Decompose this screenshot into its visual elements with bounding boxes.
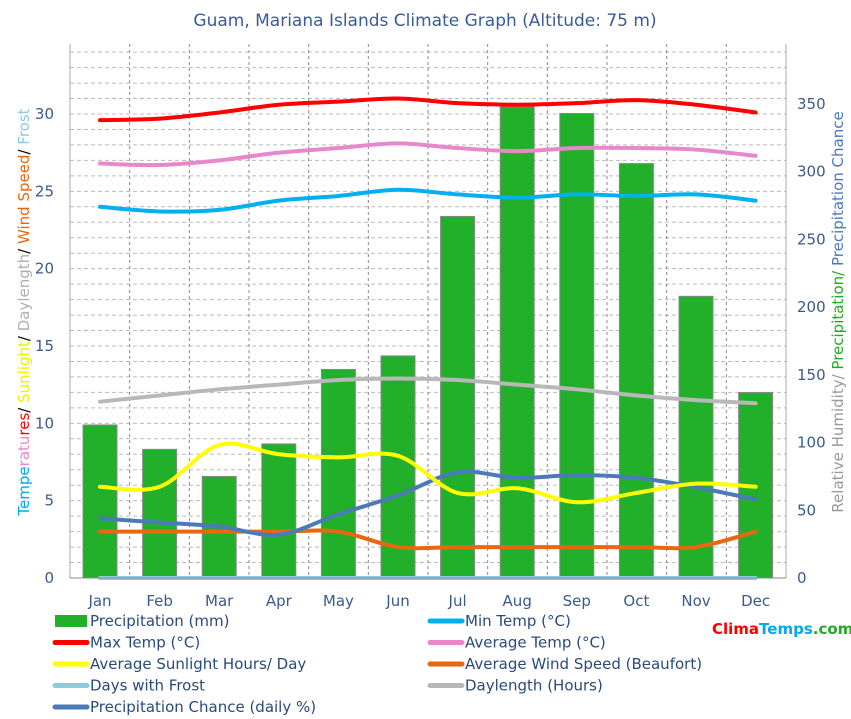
precipitation-bar: [261, 443, 297, 579]
x-tick-label: Feb: [146, 592, 173, 610]
right-tick-label: 200: [797, 298, 826, 316]
right-tick-label: 300: [797, 163, 826, 181]
left-axis-label-part: /: [15, 145, 33, 155]
precipitation-bar: [380, 355, 416, 579]
legend-item: Average Sunlight Hours/ Day: [52, 655, 306, 673]
climatemps-logo[interactable]: ClimaTemps.com: [712, 620, 851, 638]
legend-label: Daylength (Hours): [465, 677, 603, 695]
precipitation-bar: [559, 112, 595, 579]
x-tick-label: Apr: [266, 592, 293, 610]
legend-item: Average Temp (°C): [427, 634, 606, 652]
left-tick-label: 25: [35, 182, 54, 200]
legend-label: Days with Frost: [90, 677, 205, 695]
chart-title: Guam, Mariana Islands Climate Graph (Alt…: [193, 11, 656, 31]
legend-label: Min Temp (°C): [465, 612, 571, 630]
legend-label: Precipitation Chance (daily %): [90, 698, 316, 716]
right-axis-label-part: Precipitation/: [829, 266, 847, 370]
precipitation-bar: [678, 295, 714, 579]
left-tick-label: 10: [35, 414, 54, 432]
left-axis-label-part: /: [15, 331, 33, 341]
x-tick-label: Dec: [741, 592, 770, 610]
series-line-daylength-hours: [98, 376, 758, 406]
series-line-average-sunlight-hours-day: [98, 441, 758, 505]
precipitation-bar: [618, 163, 654, 579]
right-axis-label-part: Precipitation Chance: [829, 111, 847, 266]
legend-item: Daylength (Hours): [427, 677, 603, 695]
legend: Precipitation (mm) Min Temp (°C) Max Temp …: [52, 612, 702, 716]
legend-item: Days with Frost: [52, 677, 205, 695]
left-axis-label-part: Sunlight: [15, 341, 33, 403]
precipitation-bar: [142, 448, 178, 579]
right-tick-label: 350: [797, 95, 826, 113]
legend-label: Average Sunlight Hours/ Day: [90, 655, 306, 673]
left-axis-label-part: res: [15, 413, 33, 436]
series-line-min-temp-c: [98, 187, 758, 214]
x-tick-label: May: [323, 592, 354, 610]
x-tick-label: Aug: [503, 592, 532, 610]
legend-item: Precipitation (mm): [55, 612, 229, 630]
series-line-max-temp-c: [98, 96, 758, 123]
x-tick-label: Jan: [87, 592, 111, 610]
legend-swatch: [55, 615, 87, 627]
precipitation-bar: [499, 106, 535, 579]
series-line-precipitation-chance-daily: [98, 469, 758, 537]
left-axis-label-part: ratu: [15, 436, 33, 467]
x-tick-label: Sep: [563, 592, 591, 610]
left-tick-label: 5: [44, 492, 54, 510]
left-axis-label-part: Frost: [15, 108, 33, 144]
right-tick-label: 250: [797, 230, 826, 248]
x-tick-label: Nov: [681, 592, 710, 610]
precipitation-bar: [320, 368, 356, 579]
legend-item: Min Temp (°C): [427, 612, 571, 630]
legend-label: Precipitation (mm): [90, 612, 229, 630]
right-tick-label: 0: [797, 569, 807, 587]
right-tick-label: 100: [797, 434, 826, 452]
right-tick-label: 150: [797, 366, 826, 384]
x-tick-label: Oct: [623, 592, 649, 610]
precipitation-bar: [440, 215, 476, 579]
x-tick-label: Jun: [385, 592, 409, 610]
left-axis-label: Temperatures/ Sunlight/ Daylength/ Wind …: [15, 108, 33, 516]
x-tick-label: Jul: [448, 592, 467, 610]
right-axis-label-part: Relative Humidity/: [829, 370, 847, 513]
legend-label: Average Temp (°C): [465, 634, 606, 652]
left-axis-label-part: /: [15, 244, 33, 254]
series-line-average-wind-speed-beaufort: [98, 528, 758, 551]
left-axis-label-part: /: [15, 403, 33, 413]
legend-label: Average Wind Speed (Beaufort): [465, 655, 702, 673]
left-tick-label: 30: [35, 105, 54, 123]
left-tick-label: 15: [35, 337, 54, 355]
x-tick-label: Mar: [205, 592, 234, 610]
left-axis-label-part: Tempe: [15, 466, 33, 516]
legend-item: Max Temp (°C): [52, 634, 200, 652]
left-axis-label-part: Daylength: [15, 254, 33, 331]
right-axis-label: Relative Humidity/ Precipitation/ Precip…: [829, 111, 847, 512]
left-tick-label: 0: [44, 569, 54, 587]
legend-label: Max Temp (°C): [90, 634, 200, 652]
legend-item: Average Wind Speed (Beaufort): [427, 655, 702, 673]
precipitation-bar: [82, 424, 118, 579]
right-tick-label: 50: [797, 501, 816, 519]
left-tick-label: 20: [35, 260, 54, 278]
series-line-average-temp-c: [98, 141, 758, 168]
left-axis-label-part: Wind Speed: [15, 155, 33, 245]
legend-item: Precipitation Chance (daily %): [52, 698, 316, 716]
